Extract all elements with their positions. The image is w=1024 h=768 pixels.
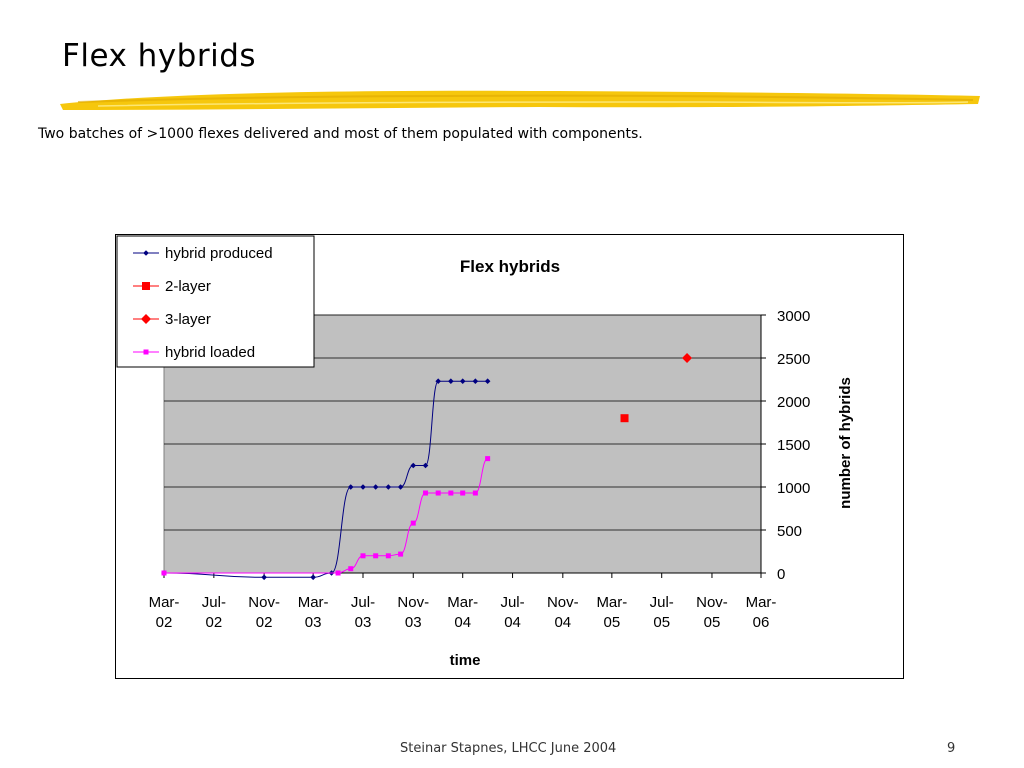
y-tick-label: 1500	[777, 437, 810, 454]
y-tick-label: 1000	[777, 480, 810, 497]
data-point-hybrid-produced	[385, 484, 392, 490]
data-point-hybrid-loaded	[143, 349, 149, 355]
data-point-hybrid-loaded	[161, 570, 167, 576]
data-point-2-layer	[142, 282, 150, 290]
data-point-hybrid-produced	[372, 484, 379, 490]
data-point-hybrid-produced	[410, 462, 417, 469]
data-point-2-layer	[620, 414, 629, 423]
data-point-3-layer	[141, 314, 151, 324]
legend-label: 2-layer	[165, 278, 211, 295]
x-tick-label: Jul-05	[650, 594, 674, 631]
chart-frame: 0 500 1000 1500 2000 2500 3000 Mar-02 Jul-02 Nov-…	[115, 234, 904, 679]
data-point-hybrid-produced	[484, 378, 491, 385]
data-point-hybrid-loaded	[485, 456, 491, 462]
series-line-hybrid-produced	[163, 380, 488, 578]
data-point-3-layer	[682, 353, 693, 363]
data-point-hybrid-produced	[472, 378, 479, 385]
legend-label: 3-layer	[165, 311, 211, 328]
data-point-hybrid-produced	[397, 484, 404, 490]
data-point-hybrid-loaded	[448, 490, 454, 496]
data-point-hybrid-produced	[435, 378, 441, 385]
y-tick-label: 0	[777, 566, 785, 583]
x-tick-label: Mar-05	[596, 594, 627, 631]
data-point-hybrid-produced	[143, 250, 149, 256]
data-point-hybrid-loaded	[348, 566, 354, 572]
page-number: 9	[947, 741, 956, 756]
y-tick-label: 2500	[777, 351, 810, 368]
legend-box	[116, 235, 315, 368]
x-tick-label: Jul-02	[202, 594, 226, 631]
title-highlight-stroke	[60, 90, 980, 110]
data-point-hybrid-loaded	[373, 553, 379, 559]
x-tick-label: Mar-04	[447, 594, 478, 631]
x-axis-label: time	[450, 652, 481, 669]
x-tick-label: Nov-03	[397, 594, 429, 631]
x-tick-label: Mar-03	[298, 594, 329, 631]
data-point-hybrid-loaded	[335, 570, 341, 576]
chart-title: Flex hybrids	[460, 257, 560, 276]
y-tick-label: 3000	[777, 308, 810, 325]
x-tick-label: Nov-02	[248, 594, 280, 631]
data-point-hybrid-produced	[310, 574, 316, 581]
data-point-hybrid-loaded	[472, 490, 478, 496]
data-point-hybrid-loaded	[360, 553, 366, 559]
data-point-hybrid-loaded	[398, 551, 404, 557]
y-tick-label: 2000	[777, 394, 810, 411]
x-tick-label: Jul-03	[351, 594, 375, 631]
data-point-hybrid-produced	[448, 378, 454, 385]
legend-label: hybrid loaded	[165, 344, 255, 361]
slide-title: Flex hybrids	[62, 38, 257, 74]
slide-subtitle: Two batches of >1000 flexes delivered an…	[38, 126, 643, 142]
y-tick-label: 500	[777, 523, 802, 540]
data-point-hybrid-produced	[347, 484, 354, 490]
y-axis-label: number of hybrids	[837, 377, 854, 509]
footer-text: Steinar Stapnes, LHCC June 2004	[400, 741, 617, 756]
data-point-hybrid-loaded	[410, 520, 416, 526]
x-tick-label: Nov-04	[547, 594, 579, 631]
data-point-hybrid-produced	[360, 484, 366, 490]
x-tick-label: Mar-06	[746, 594, 777, 631]
x-tick-label: Jul-04	[500, 594, 524, 631]
data-point-hybrid-loaded	[435, 490, 441, 496]
data-point-hybrid-produced	[422, 462, 429, 469]
data-point-hybrid-produced	[459, 378, 466, 385]
data-point-hybrid-produced	[261, 574, 267, 581]
flex-hybrids-chart: 0 500 1000 1500 2000 2500 3000 Mar-02 Jul-02 Nov-…	[116, 235, 854, 669]
x-tick-label: Nov-05	[696, 594, 728, 631]
data-point-hybrid-loaded	[423, 490, 429, 496]
x-tick-label: Mar-02	[149, 594, 180, 631]
legend-label: hybrid produced	[165, 245, 273, 262]
data-point-hybrid-loaded	[385, 553, 391, 559]
data-point-hybrid-loaded	[460, 490, 466, 496]
